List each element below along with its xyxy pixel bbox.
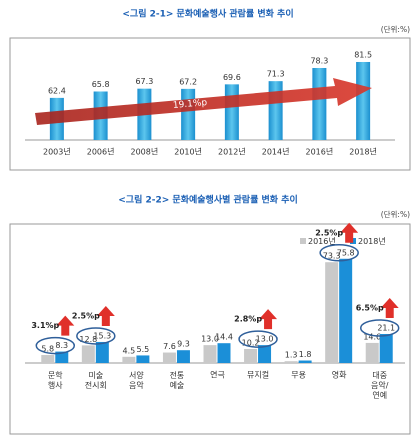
x-tick-label: 전통 예술 [170,370,185,390]
bar [284,361,298,363]
bar [356,61,371,141]
value-label: 10.2 [242,338,260,347]
x-tick-label: 무용 [291,371,306,380]
value-label: 5.8 [41,345,54,354]
highlight-ring [76,327,116,345]
x-tick-label: 대중 음악/연예 [371,371,389,400]
up-arrow [340,222,359,243]
x-tick-label: 2014년 [262,147,290,157]
bar [268,81,283,140]
value-label: 15.3 [93,331,111,340]
up-arrow [56,315,75,336]
value-label: 75.8 [337,248,355,257]
bar [365,342,379,363]
x-tick-label: 연극 [210,371,225,380]
value-label: 65.8 [92,80,110,89]
highlight-ring [35,336,76,355]
value-label: 71.3 [267,70,285,79]
value-label: 1.3 [285,351,298,360]
x-tick-label: 2016년 [306,147,334,157]
value-label: 12.8 [79,335,97,344]
bar [95,341,109,363]
chart-frame [9,37,411,171]
chart-title: <그림 2-1> 문화예술행사 관람률 변화 추이 [122,8,293,20]
value-label: 73.3 [323,252,341,261]
bar [81,345,95,363]
annotation: 2.5%p [315,228,343,237]
unit-label: (단위:%) [381,24,410,34]
value-label: 67.2 [179,77,197,86]
highlight-ring [319,244,359,262]
value-label: 7.6 [163,342,176,351]
bar [244,348,258,363]
bar [162,352,176,363]
bar [224,84,239,140]
x-tick-label: 2012년 [218,147,246,157]
bar [41,355,55,363]
chart-frame [9,223,411,435]
x-tick-label: 영화 [332,370,347,380]
bar [298,360,312,363]
up-arrow [259,309,278,330]
x-tick-label: 문학 행사 [48,370,63,390]
value-label: 8.3 [55,341,68,350]
trend-arrow [35,78,372,125]
bar [176,350,190,363]
value-label: 14.6 [363,332,381,341]
bar [203,345,217,363]
x-tick-label: 2010년 [174,147,202,157]
x-tick-label: 서양 음악 [129,371,144,390]
bar [136,355,150,363]
up-arrow [96,305,115,326]
highlight-ring [359,319,400,337]
unit-label: (단위:%) [381,209,410,219]
annotation: 6.5%p [356,303,384,312]
value-label: 67.3 [135,77,153,86]
x-tick-label: 2008년 [131,147,159,157]
x-tick-label: 2018년 [349,147,377,157]
up-arrow [380,297,399,318]
legend-label: 2018년 [358,236,386,246]
annotation: 2.8%p [234,315,262,324]
legend-label: 2016년 [308,236,336,246]
bar [181,88,196,140]
bar [55,351,69,363]
x-tick-label: 미술 전시회 [85,370,107,390]
bar [312,67,327,140]
value-label: 13.0 [201,335,219,344]
bar [122,356,136,363]
value-label: 14.4 [215,333,233,342]
bar [339,258,353,363]
bar [325,262,339,363]
value-label: 69.6 [223,73,241,82]
value-label: 1.8 [299,350,312,359]
bar [258,345,272,363]
value-label: 62.4 [48,86,66,95]
x-tick-label: 2006년 [87,147,115,157]
x-tick-label: 뮤지컬 [247,371,269,380]
value-label: 21.1 [377,323,395,332]
bar [217,343,231,363]
chart-title: <그림 2-2> 문화예술행사별 관람률 변화 추이 [118,194,298,206]
annotation: 3.1%p [31,321,59,330]
value-label: 4.5 [123,346,136,355]
annotation: 2.5%p [72,311,100,320]
highlight-ring [238,330,278,348]
bar [379,333,393,363]
value-label: 78.3 [310,56,328,65]
annotation: 19.1%p [173,98,208,111]
value-label: 9.3 [177,340,190,349]
value-label: 13.0 [256,335,274,344]
legend-swatch [300,238,306,244]
x-tick-label: 2003년 [43,147,71,157]
value-label: 81.5 [354,50,372,59]
value-label: 5.5 [137,345,150,354]
